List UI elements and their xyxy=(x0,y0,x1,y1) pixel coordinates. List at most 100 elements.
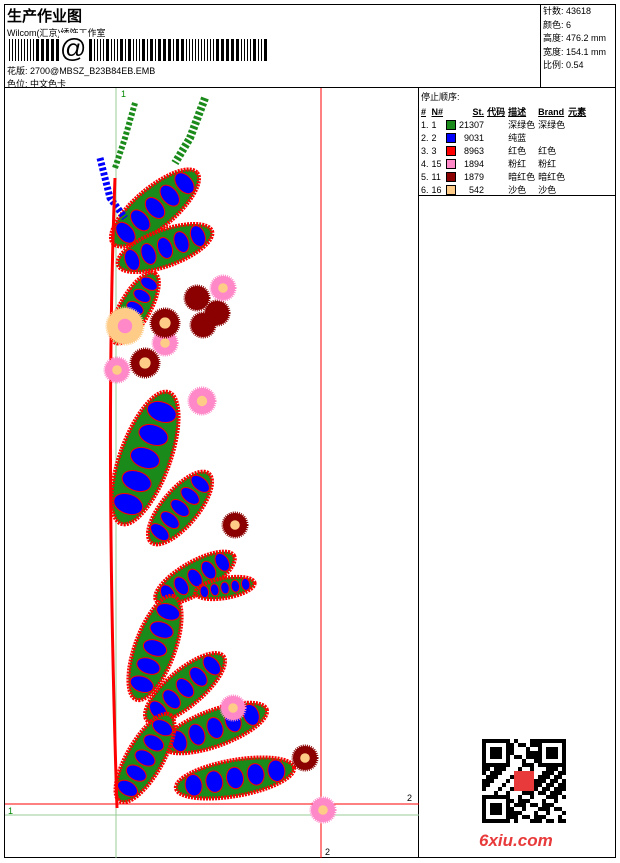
color-row: 5. 11 1879 暗红色 暗红色 xyxy=(421,171,566,183)
leaf-vein xyxy=(199,585,210,599)
file-label: 花版: xyxy=(7,66,28,76)
main-stem xyxy=(108,177,119,809)
watermark-logo: 6xiu.com xyxy=(479,831,553,850)
studio-name: Wilcom(汇京)绣饰工作室 xyxy=(7,28,106,38)
flower-center xyxy=(228,703,238,713)
flower-center xyxy=(192,293,202,303)
flower-center xyxy=(117,318,133,334)
flower-center xyxy=(318,805,328,815)
chart-label: 色位: xyxy=(7,79,28,89)
color-row: 3. 3 8963 红色 红色 xyxy=(421,145,557,157)
leaf-vein xyxy=(142,639,168,657)
leaf-vein xyxy=(173,231,190,253)
color-row: 4. 15 1894 粉红 粉红 xyxy=(421,158,557,170)
leaf-vein xyxy=(209,583,220,597)
leaf-vein xyxy=(140,276,158,291)
leaf-vein xyxy=(125,764,147,782)
stop-sequence-panel: 停止顺序: # N# St. 代码 描述 Brand 元素 1. 1 21307 深绿… xyxy=(419,88,616,196)
col-brand: Brand xyxy=(538,106,565,117)
flower-center xyxy=(112,365,122,375)
leaf-vein xyxy=(160,511,180,530)
color-swatch xyxy=(446,145,457,156)
flower-center xyxy=(300,753,310,763)
file-name: 花版: 2700@MBSZ_B23B84EB.EMB xyxy=(7,64,155,77)
color-swatch xyxy=(446,119,457,130)
leaf-vein xyxy=(113,493,144,516)
leaf-vein xyxy=(202,655,222,676)
flower-motifs xyxy=(103,274,337,824)
leaf-vein xyxy=(230,579,241,593)
leaf-vein xyxy=(129,675,154,693)
leaf-vein xyxy=(184,774,203,797)
leaf-vein xyxy=(173,576,190,596)
page-title: 生产作业图 xyxy=(7,8,83,25)
color-swatch xyxy=(446,158,457,169)
flower-center xyxy=(218,283,228,293)
leaf-vein xyxy=(206,717,224,739)
col-element: 元素 xyxy=(568,107,587,117)
leaf-vein xyxy=(159,184,180,207)
embroidery-design xyxy=(5,88,419,858)
leaf-vein xyxy=(170,499,190,517)
color-row: 2. 2 9031 纯蓝 xyxy=(421,132,527,144)
stop-sequence-title: 停止顺序: xyxy=(421,92,460,102)
flower-center xyxy=(212,308,222,318)
stat-scale: 比例: 0.54 xyxy=(543,60,584,70)
flower-center xyxy=(159,317,171,329)
flower-center xyxy=(160,338,170,348)
leaf-vein xyxy=(149,621,174,639)
leaf-vein xyxy=(267,759,286,782)
leaf-vein xyxy=(174,172,195,195)
leaf-vein xyxy=(190,474,210,493)
leaf-vein xyxy=(162,689,181,710)
leaf-vein xyxy=(242,703,260,726)
leaf-vein xyxy=(156,237,174,259)
production-sheet: 生产作业图 Wilcom(汇京)绣饰工作室 @ 花版: 2700@MBSZ_B2… xyxy=(4,4,616,858)
leaf-vein xyxy=(189,225,206,247)
leaf-vein xyxy=(143,734,165,752)
leaf-vein xyxy=(226,766,244,790)
leaf-vein xyxy=(150,523,170,542)
barcode-symbol: @ xyxy=(59,33,88,63)
stat-colors: 颜色: 6 xyxy=(543,19,572,30)
color-row: 1. 1 21307 深绿色 深绿色 xyxy=(421,119,566,131)
leaf-vein xyxy=(140,243,157,265)
leaf-vein xyxy=(130,446,160,470)
embroidery-preview: 1 1 2 2 xyxy=(5,88,419,858)
qr-code xyxy=(482,739,566,823)
flower-center xyxy=(139,357,151,369)
color-swatch xyxy=(446,132,457,143)
leaf-vein xyxy=(214,552,231,572)
leaf-vein xyxy=(175,678,195,698)
stat-width: 宽度: 154.1 mm xyxy=(543,46,607,57)
flower-center xyxy=(198,320,208,330)
header: 生产作业图 Wilcom(汇京)绣饰工作室 @ 花版: 2700@MBSZ_B2… xyxy=(5,5,541,90)
col-index: # xyxy=(421,106,427,117)
leaf-vein xyxy=(138,423,169,447)
color-swatch xyxy=(446,184,457,195)
leaf-vein xyxy=(246,763,265,786)
design-stats: 针数: 43618 颜色: 6 高度: 476.2 mm 宽度: 154.1 m… xyxy=(541,5,616,88)
barcode xyxy=(9,39,269,61)
leaf-vein xyxy=(130,209,151,232)
leaf-motifs xyxy=(96,96,297,809)
leaf-vein xyxy=(136,657,161,675)
fern-green xyxy=(171,96,209,166)
col-code: 代码 xyxy=(487,107,506,117)
stat-height: 高度: 476.2 mm xyxy=(543,33,607,43)
leaf-vein xyxy=(146,400,177,423)
leaf-vein xyxy=(124,249,141,271)
leaf-vein xyxy=(240,577,251,591)
leaf-vein xyxy=(133,288,151,303)
leaf-vein xyxy=(205,770,224,793)
leaf-vein xyxy=(121,469,152,493)
chart-value: 中文色卡 xyxy=(30,79,67,89)
leaf-vein xyxy=(134,749,156,767)
end-marker-bottom: 2 xyxy=(325,847,331,857)
color-chart: 色位: 中文色卡 xyxy=(7,77,66,90)
fern-blue xyxy=(96,157,128,221)
leaf-vein xyxy=(188,723,206,746)
leaf-vein xyxy=(156,603,181,621)
leaf-vein xyxy=(144,197,166,219)
qr-stamp xyxy=(514,771,534,791)
